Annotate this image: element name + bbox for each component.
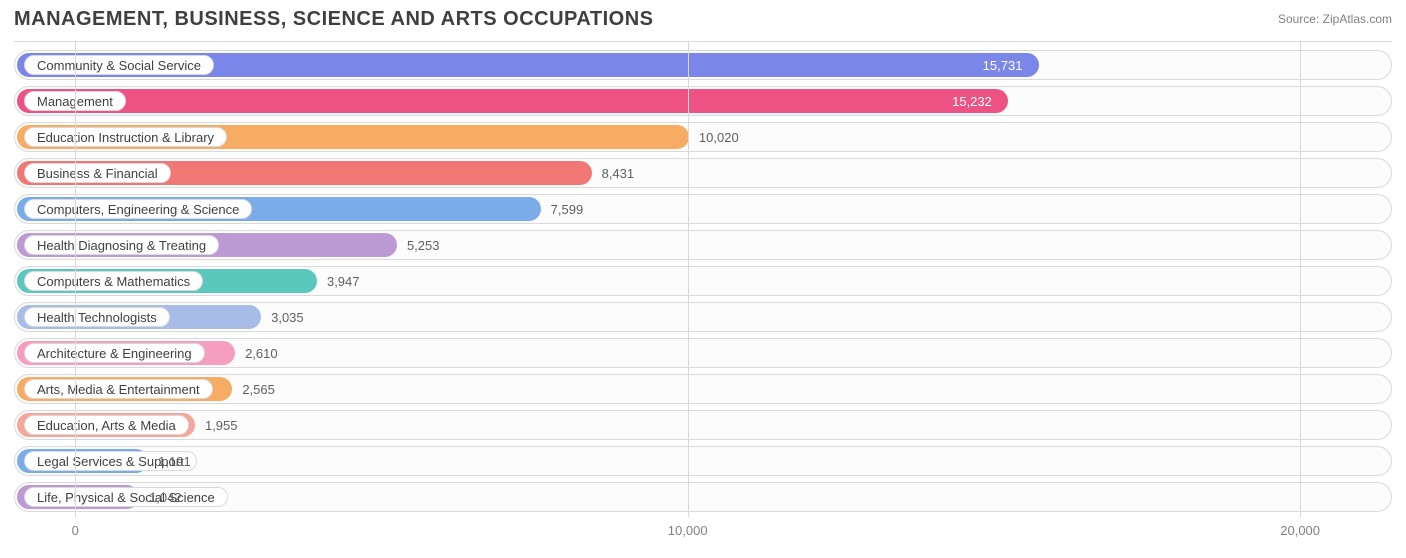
bar-row: Education, Arts & Media 1,955: [14, 410, 1392, 440]
bar-label: Health Diagnosing & Treating: [24, 235, 219, 255]
bar-value: 15,232: [952, 86, 992, 116]
bar-label: Computers, Engineering & Science: [24, 199, 252, 219]
bar-row: Computers & Mathematics 3,947: [14, 266, 1392, 296]
bar-label: Business & Financial: [24, 163, 171, 183]
bar-row: Education Instruction & Library 10,020: [14, 122, 1392, 152]
bar-row: Health Diagnosing & Treating 5,253: [14, 230, 1392, 260]
gridline: [1300, 42, 1301, 517]
bar-value: 7,599: [551, 194, 584, 224]
bar-label: Life, Physical & Social Science: [24, 487, 228, 507]
bar-row: Health Technologists 3,035: [14, 302, 1392, 332]
bar-row: Legal Services & Support1,191: [14, 446, 1392, 476]
bars-container: Community & Social Service 15,731 Manageme…: [14, 50, 1392, 517]
bar-label: Computers & Mathematics: [24, 271, 203, 291]
x-axis-label: 0: [72, 523, 79, 538]
bar-row: Computers, Engineering & Science 7,599: [14, 194, 1392, 224]
bar-row: Arts, Media & Entertainment 2,565: [14, 374, 1392, 404]
bar-fill: [17, 89, 1008, 113]
bar-value: 5,253: [407, 230, 440, 260]
chart-title: MANAGEMENT, BUSINESS, SCIENCE AND ARTS O…: [14, 8, 653, 31]
bar-label: Community & Social Service: [24, 55, 214, 75]
x-axis: 0 10,000 20,000: [14, 521, 1392, 541]
bar-value: 1,042: [149, 482, 182, 512]
bar-row: Management15,232: [14, 86, 1392, 116]
bar-label: Education Instruction & Library: [24, 127, 227, 147]
bar-value: 1,191: [158, 446, 191, 476]
bar-value: 8,431: [602, 158, 635, 188]
bar-value: 3,035: [271, 302, 304, 332]
bar-label: Architecture & Engineering: [24, 343, 205, 363]
bar-value: 10,020: [699, 122, 739, 152]
bar-track: [14, 446, 1392, 476]
bar-label: Education, Arts & Media: [24, 415, 189, 435]
chart-source: Source: ZipAtlas.com: [1278, 8, 1392, 26]
bar-row: Community & Social Service 15,731: [14, 50, 1392, 80]
bar-label: Health Technologists: [24, 307, 170, 327]
gridline: [688, 42, 689, 517]
bar-value: 15,731: [983, 50, 1023, 80]
bar-row: Business & Financial 8,431: [14, 158, 1392, 188]
bar-row: Architecture & Engineering 2,610: [14, 338, 1392, 368]
x-axis-label: 10,000: [668, 523, 708, 538]
x-axis-label: 20,000: [1280, 523, 1320, 538]
bar-label: Arts, Media & Entertainment: [24, 379, 213, 399]
bar-value: 1,955: [205, 410, 238, 440]
bar-row: Life, Physical & Social Science1,042: [14, 482, 1392, 512]
gridline: [75, 42, 76, 517]
chart-area: Community & Social Service 15,731 Manageme…: [14, 41, 1392, 541]
bar-value: 2,610: [245, 338, 278, 368]
bar-value: 3,947: [327, 266, 360, 296]
bar-value: 2,565: [242, 374, 275, 404]
chart-header: MANAGEMENT, BUSINESS, SCIENCE AND ARTS O…: [0, 0, 1406, 35]
